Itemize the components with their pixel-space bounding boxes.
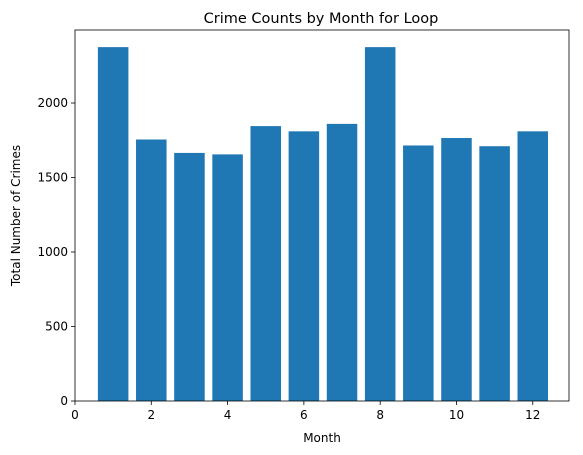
y-axis-ticks: 0 500 1000 1500 2000 [37, 96, 75, 408]
x-tick-label: 10 [449, 408, 464, 422]
y-tick-label: 1500 [37, 171, 68, 185]
bar-month-6 [288, 131, 320, 401]
x-tick-label: 12 [525, 408, 540, 422]
bar-month-2 [136, 139, 167, 401]
x-axis-ticks: 0 2 4 6 8 10 12 [71, 401, 540, 422]
bar-month-5 [250, 126, 281, 401]
bar-month-7 [326, 123, 358, 402]
bar-month-1 [97, 47, 129, 401]
bar-month-11 [479, 146, 510, 401]
y-tick-label: 500 [45, 320, 68, 334]
bar-month-8 [364, 47, 396, 401]
bar-month-10 [441, 138, 472, 401]
plot-frame [74, 29, 570, 402]
y-tick-label: 0 [60, 394, 68, 408]
y-axis-label: Total Number of Crimes [9, 145, 23, 287]
bar-month-9 [403, 145, 434, 401]
bar-month-3 [174, 152, 205, 401]
x-tick-label: 0 [71, 408, 79, 422]
y-tick-label: 2000 [37, 96, 68, 110]
x-axis-label: Month [303, 431, 341, 445]
x-tick-label: 4 [224, 408, 232, 422]
bar-month-4 [212, 154, 243, 401]
bar-month-12 [517, 131, 549, 401]
x-tick-label: 2 [147, 408, 155, 422]
x-tick-label: 6 [300, 408, 308, 422]
bars-group [97, 47, 549, 402]
chart-title: Crime Counts by Month for Loop [204, 11, 439, 27]
x-tick-label: 8 [376, 408, 384, 422]
y-tick-label: 1000 [37, 245, 68, 259]
